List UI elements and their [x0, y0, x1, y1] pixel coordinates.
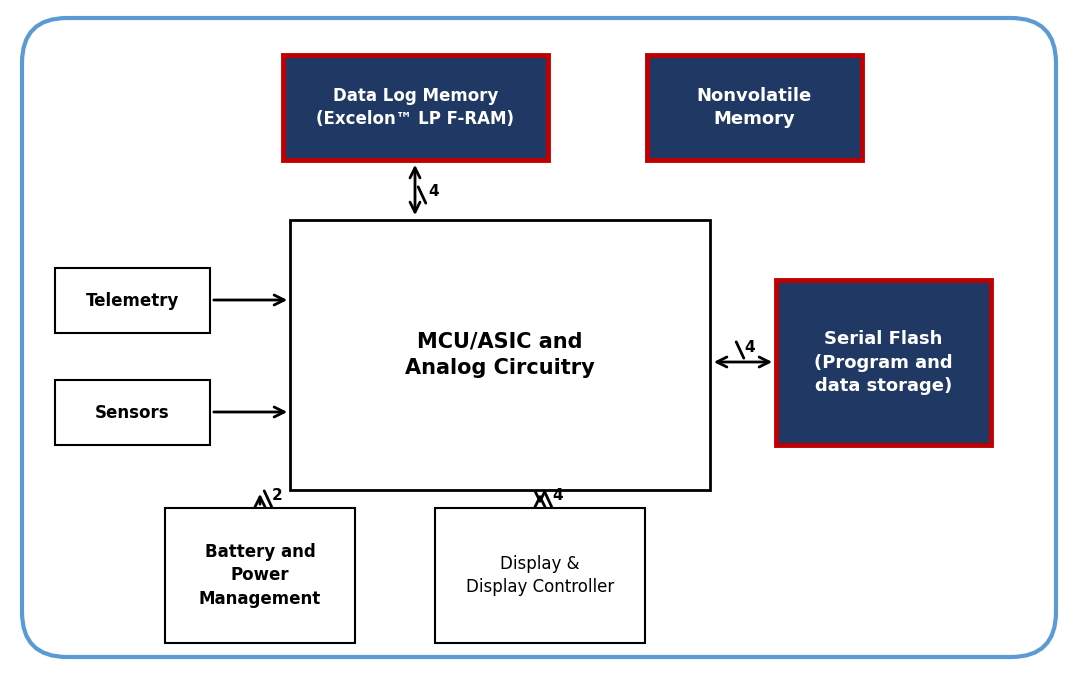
Text: 4: 4	[428, 184, 439, 200]
Bar	[776, 280, 991, 445]
Bar	[647, 55, 862, 160]
Text: Serial Flash
(Program and
data storage): Serial Flash (Program and data storage)	[814, 330, 953, 395]
Bar	[165, 508, 355, 643]
Text: Display &
Display Controller: Display & Display Controller	[466, 555, 614, 596]
Bar	[55, 268, 210, 333]
Text: Sensors: Sensors	[95, 404, 170, 421]
Bar	[55, 380, 210, 445]
Bar	[284, 55, 548, 160]
Bar	[290, 220, 710, 490]
Text: Battery and
Power
Management: Battery and Power Management	[198, 543, 321, 608]
Text: Data Log Memory
(Excelon™ LP F-RAM): Data Log Memory (Excelon™ LP F-RAM)	[317, 86, 514, 128]
Text: MCU/ASIC and
Analog Circuitry: MCU/ASIC and Analog Circuitry	[405, 332, 595, 378]
Text: Telemetry: Telemetry	[86, 292, 179, 310]
Text: 2: 2	[272, 489, 282, 504]
Bar	[436, 508, 645, 643]
Text: Nonvolatile
Memory: Nonvolatile Memory	[696, 86, 812, 128]
FancyBboxPatch shape	[22, 18, 1056, 657]
Text: 4: 4	[552, 489, 563, 504]
Text: 4: 4	[744, 340, 755, 354]
